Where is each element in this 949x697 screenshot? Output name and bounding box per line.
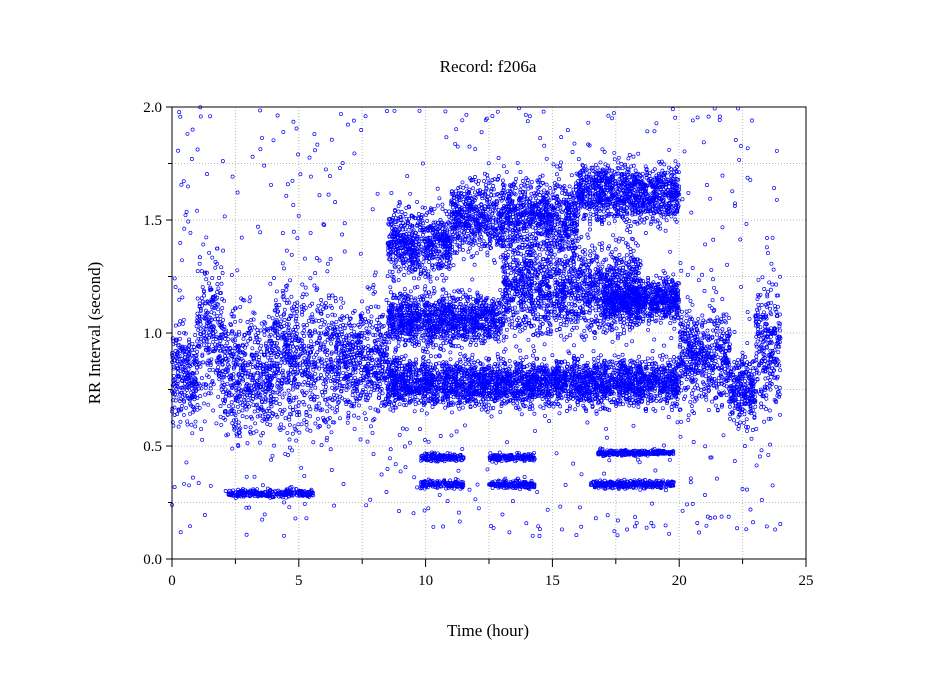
- data-points: [170, 105, 783, 538]
- y-tick-label: 0.0: [143, 552, 162, 568]
- x-tick-label: 25: [799, 573, 814, 589]
- x-tick-label: 20: [672, 573, 687, 589]
- x-tick-label: 15: [545, 573, 560, 589]
- scatter-points: [170, 105, 783, 538]
- x-tick-label: 5: [295, 573, 303, 589]
- grid-lines: [172, 107, 806, 559]
- y-tick-label: 1.0: [143, 326, 162, 342]
- x-tick-label: 0: [168, 573, 176, 589]
- y-axis-label: RR Interval (second): [85, 262, 104, 405]
- axes: 0 5 10 15 20 25 0.0 0.5 1.0 1.5 2.0: [143, 100, 813, 589]
- y-tick-label: 2.0: [143, 100, 162, 116]
- x-axis-label: Time (hour): [447, 621, 529, 640]
- y-tick-label: 1.5: [143, 213, 162, 229]
- y-tick-label: 0.5: [143, 439, 162, 455]
- chart-title: Record: f206a: [440, 57, 537, 76]
- x-tick-label: 10: [418, 573, 433, 589]
